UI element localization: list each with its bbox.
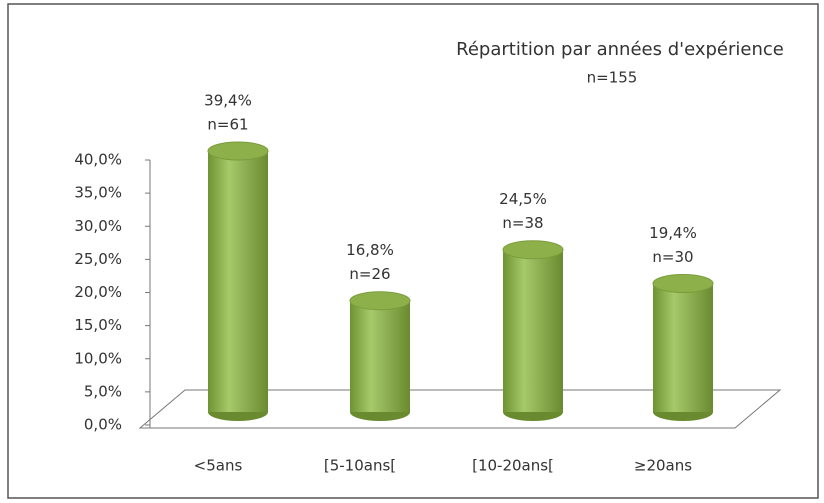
bar-top [207,141,269,161]
bar-top [652,273,714,293]
bar [653,283,713,412]
value-label: 39,4% [204,91,252,109]
n-label: n=26 [349,265,390,283]
x-tick-label: ≥20ans [634,457,692,475]
y-tick-label: 40,0% [74,151,122,169]
chart-subtitle: n=155 [587,69,638,87]
n-label: n=61 [207,115,248,133]
bar-top [349,291,411,311]
floor [138,389,782,429]
n-label: n=38 [502,214,543,232]
y-tick-label: 25,0% [74,250,122,268]
bar [350,300,410,412]
y-tick-label: 5,0% [84,382,122,400]
y-tick-label: 35,0% [74,184,122,202]
chart-title: Répartition par années d'expérience [456,39,784,60]
x-tick-label: <5ans [194,457,243,475]
bar [208,150,268,412]
y-tick-label: 0,0% [84,416,122,434]
value-label: 19,4% [649,224,697,242]
y-tick-label: 30,0% [74,217,122,235]
y-tick-label: 20,0% [74,283,122,301]
y-tick-label: 15,0% [74,316,122,334]
y-tick-label: 10,0% [74,349,122,367]
bar [503,249,563,412]
value-label: 24,5% [499,190,547,208]
x-tick-label: [10-20ans[ [472,457,554,475]
n-label: n=30 [652,248,693,266]
bar-top [502,240,564,260]
value-label: 16,8% [346,241,394,259]
x-tick-label: [5-10ans[ [324,457,396,475]
